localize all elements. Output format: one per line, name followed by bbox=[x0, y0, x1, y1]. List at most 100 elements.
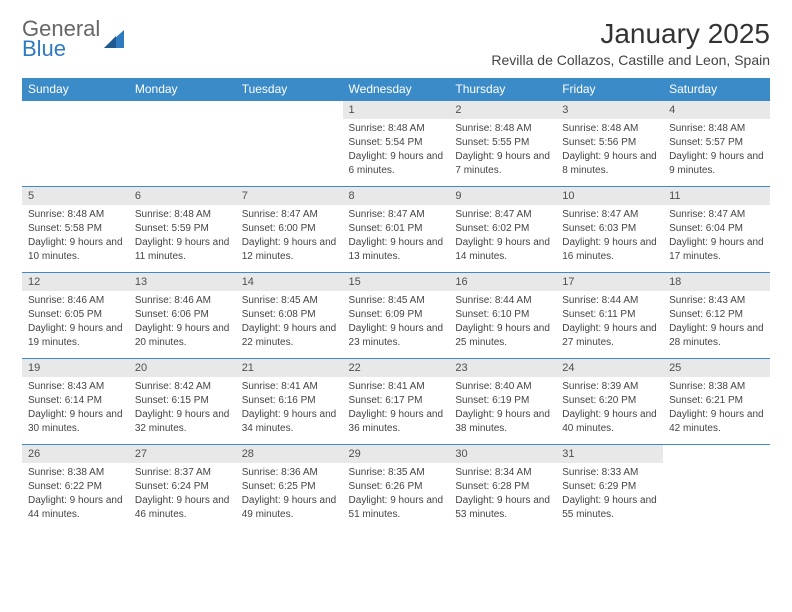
day-cell: 5Sunrise: 8:48 AMSunset: 5:58 PMDaylight… bbox=[22, 187, 129, 273]
day-cell: 23Sunrise: 8:40 AMSunset: 6:19 PMDayligh… bbox=[449, 359, 556, 445]
sunset-text: Sunset: 6:02 PM bbox=[455, 222, 550, 236]
sunrise-text: Sunrise: 8:48 AM bbox=[349, 122, 444, 136]
day-number: 10 bbox=[556, 187, 663, 205]
daylight-text: Daylight: 9 hours and 10 minutes. bbox=[28, 236, 123, 264]
day-number: 17 bbox=[556, 273, 663, 291]
day-number: 11 bbox=[663, 187, 770, 205]
sunset-text: Sunset: 6:14 PM bbox=[28, 394, 123, 408]
day-content: Sunrise: 8:48 AMSunset: 5:58 PMDaylight:… bbox=[22, 205, 129, 272]
page-title: January 2025 bbox=[491, 18, 770, 50]
daylight-text: Daylight: 9 hours and 49 minutes. bbox=[242, 494, 337, 522]
daylight-text: Daylight: 9 hours and 11 minutes. bbox=[135, 236, 230, 264]
day-number: 20 bbox=[129, 359, 236, 377]
day-number: 26 bbox=[22, 445, 129, 463]
logo-sail-icon bbox=[102, 28, 128, 54]
sunset-text: Sunset: 6:10 PM bbox=[455, 308, 550, 322]
sunrise-text: Sunrise: 8:47 AM bbox=[455, 208, 550, 222]
sunset-text: Sunset: 6:26 PM bbox=[349, 480, 444, 494]
day-cell: 8Sunrise: 8:47 AMSunset: 6:01 PMDaylight… bbox=[343, 187, 450, 273]
day-cell bbox=[236, 101, 343, 187]
sunset-text: Sunset: 6:03 PM bbox=[562, 222, 657, 236]
day-cell: 28Sunrise: 8:36 AMSunset: 6:25 PMDayligh… bbox=[236, 445, 343, 531]
sunrise-text: Sunrise: 8:47 AM bbox=[562, 208, 657, 222]
sunrise-text: Sunrise: 8:41 AM bbox=[349, 380, 444, 394]
day-content bbox=[663, 451, 770, 511]
sunrise-text: Sunrise: 8:33 AM bbox=[562, 466, 657, 480]
day-cell bbox=[22, 101, 129, 187]
day-content bbox=[236, 107, 343, 167]
day-content: Sunrise: 8:47 AMSunset: 6:03 PMDaylight:… bbox=[556, 205, 663, 272]
day-cell: 3Sunrise: 8:48 AMSunset: 5:56 PMDaylight… bbox=[556, 101, 663, 187]
week-row: 26Sunrise: 8:38 AMSunset: 6:22 PMDayligh… bbox=[22, 445, 770, 531]
sunrise-text: Sunrise: 8:45 AM bbox=[242, 294, 337, 308]
day-content: Sunrise: 8:47 AMSunset: 6:01 PMDaylight:… bbox=[343, 205, 450, 272]
day-content: Sunrise: 8:45 AMSunset: 6:09 PMDaylight:… bbox=[343, 291, 450, 358]
sunset-text: Sunset: 5:55 PM bbox=[455, 136, 550, 150]
day-content: Sunrise: 8:44 AMSunset: 6:11 PMDaylight:… bbox=[556, 291, 663, 358]
day-number: 23 bbox=[449, 359, 556, 377]
day-cell: 13Sunrise: 8:46 AMSunset: 6:06 PMDayligh… bbox=[129, 273, 236, 359]
day-header: Monday bbox=[129, 78, 236, 101]
day-cell: 10Sunrise: 8:47 AMSunset: 6:03 PMDayligh… bbox=[556, 187, 663, 273]
sunrise-text: Sunrise: 8:45 AM bbox=[349, 294, 444, 308]
daylight-text: Daylight: 9 hours and 22 minutes. bbox=[242, 322, 337, 350]
day-content: Sunrise: 8:47 AMSunset: 6:04 PMDaylight:… bbox=[663, 205, 770, 272]
calendar-table: Sunday Monday Tuesday Wednesday Thursday… bbox=[22, 78, 770, 530]
sunset-text: Sunset: 6:17 PM bbox=[349, 394, 444, 408]
daylight-text: Daylight: 9 hours and 6 minutes. bbox=[349, 150, 444, 178]
day-number: 5 bbox=[22, 187, 129, 205]
day-cell: 7Sunrise: 8:47 AMSunset: 6:00 PMDaylight… bbox=[236, 187, 343, 273]
day-content: Sunrise: 8:39 AMSunset: 6:20 PMDaylight:… bbox=[556, 377, 663, 444]
day-content: Sunrise: 8:38 AMSunset: 6:21 PMDaylight:… bbox=[663, 377, 770, 444]
daylight-text: Daylight: 9 hours and 53 minutes. bbox=[455, 494, 550, 522]
day-cell: 14Sunrise: 8:45 AMSunset: 6:08 PMDayligh… bbox=[236, 273, 343, 359]
day-header: Sunday bbox=[22, 78, 129, 101]
calendar-body: 1Sunrise: 8:48 AMSunset: 5:54 PMDaylight… bbox=[22, 101, 770, 531]
day-number: 15 bbox=[343, 273, 450, 291]
day-content: Sunrise: 8:34 AMSunset: 6:28 PMDaylight:… bbox=[449, 463, 556, 530]
day-cell: 22Sunrise: 8:41 AMSunset: 6:17 PMDayligh… bbox=[343, 359, 450, 445]
day-cell: 21Sunrise: 8:41 AMSunset: 6:16 PMDayligh… bbox=[236, 359, 343, 445]
daylight-text: Daylight: 9 hours and 46 minutes. bbox=[135, 494, 230, 522]
daylight-text: Daylight: 9 hours and 44 minutes. bbox=[28, 494, 123, 522]
day-number: 1 bbox=[343, 101, 450, 119]
sunrise-text: Sunrise: 8:42 AM bbox=[135, 380, 230, 394]
daylight-text: Daylight: 9 hours and 51 minutes. bbox=[349, 494, 444, 522]
sunset-text: Sunset: 6:08 PM bbox=[242, 308, 337, 322]
day-number: 25 bbox=[663, 359, 770, 377]
day-content: Sunrise: 8:47 AMSunset: 6:02 PMDaylight:… bbox=[449, 205, 556, 272]
day-number: 13 bbox=[129, 273, 236, 291]
day-header: Friday bbox=[556, 78, 663, 101]
day-cell bbox=[129, 101, 236, 187]
sunset-text: Sunset: 6:24 PM bbox=[135, 480, 230, 494]
header-row: General Blue January 2025 Revilla de Col… bbox=[22, 18, 770, 74]
sunrise-text: Sunrise: 8:47 AM bbox=[669, 208, 764, 222]
daylight-text: Daylight: 9 hours and 14 minutes. bbox=[455, 236, 550, 264]
day-number: 22 bbox=[343, 359, 450, 377]
daylight-text: Daylight: 9 hours and 7 minutes. bbox=[455, 150, 550, 178]
day-number: 3 bbox=[556, 101, 663, 119]
day-number: 12 bbox=[22, 273, 129, 291]
sunrise-text: Sunrise: 8:38 AM bbox=[669, 380, 764, 394]
sunrise-text: Sunrise: 8:41 AM bbox=[242, 380, 337, 394]
day-number: 2 bbox=[449, 101, 556, 119]
sunrise-text: Sunrise: 8:48 AM bbox=[135, 208, 230, 222]
day-content: Sunrise: 8:45 AMSunset: 6:08 PMDaylight:… bbox=[236, 291, 343, 358]
day-number: 31 bbox=[556, 445, 663, 463]
sunrise-text: Sunrise: 8:48 AM bbox=[28, 208, 123, 222]
week-row: 12Sunrise: 8:46 AMSunset: 6:05 PMDayligh… bbox=[22, 273, 770, 359]
day-number: 24 bbox=[556, 359, 663, 377]
calendar-page: General Blue January 2025 Revilla de Col… bbox=[0, 0, 792, 548]
day-number: 16 bbox=[449, 273, 556, 291]
sunrise-text: Sunrise: 8:47 AM bbox=[242, 208, 337, 222]
day-number: 4 bbox=[663, 101, 770, 119]
sunset-text: Sunset: 6:11 PM bbox=[562, 308, 657, 322]
sunrise-text: Sunrise: 8:35 AM bbox=[349, 466, 444, 480]
sunset-text: Sunset: 5:58 PM bbox=[28, 222, 123, 236]
daylight-text: Daylight: 9 hours and 34 minutes. bbox=[242, 408, 337, 436]
day-number: 7 bbox=[236, 187, 343, 205]
logo-blue: Blue bbox=[22, 38, 100, 60]
day-number: 30 bbox=[449, 445, 556, 463]
day-content: Sunrise: 8:36 AMSunset: 6:25 PMDaylight:… bbox=[236, 463, 343, 530]
sunrise-text: Sunrise: 8:36 AM bbox=[242, 466, 337, 480]
